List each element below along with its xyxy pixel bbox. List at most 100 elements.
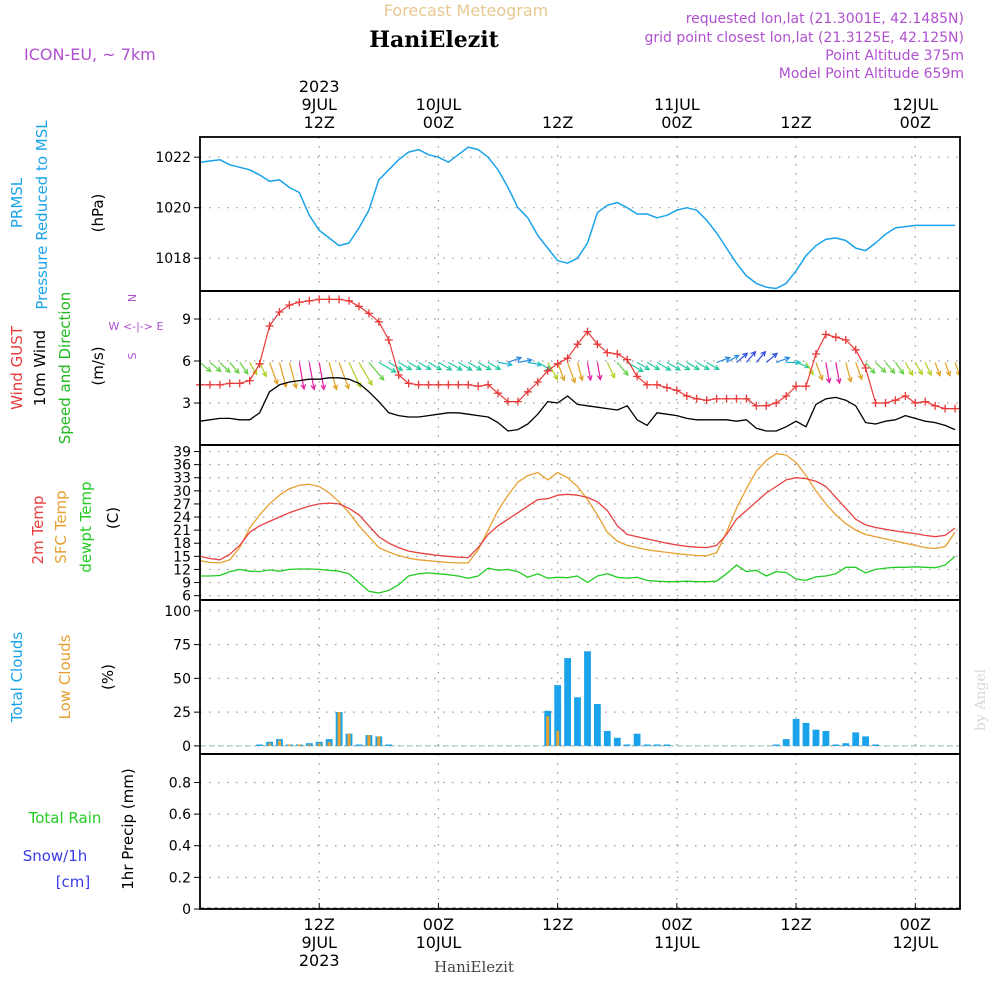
wind-direction-arrow: [497, 361, 512, 366]
time-label-bottom: 12JUL: [892, 933, 938, 952]
wind-direction-arrowhead: [332, 384, 338, 391]
model-point-altitude: Model Point Altitude 659m: [779, 66, 964, 82]
wind-direction-arrowhead: [596, 374, 603, 381]
wind-gust-marker: [861, 364, 870, 372]
wind-direction-arrowhead: [750, 350, 757, 357]
station-name: HaniElezit: [369, 27, 499, 53]
time-label-bottom: 00Z: [423, 915, 454, 934]
wind-direction-arrowhead: [425, 364, 432, 371]
wind-direction-arrowhead: [300, 384, 307, 391]
total-clouds-bar: [385, 744, 393, 746]
wind-direction-arrowhead: [446, 365, 453, 371]
wind-direction-arrowhead: [406, 365, 413, 371]
low-clouds-bar: [367, 735, 371, 746]
wind-direction-arrowhead: [889, 368, 896, 375]
wind-direction-arrow: [855, 362, 863, 380]
wind-gust-marker: [732, 394, 741, 403]
wind-direction-arrow: [666, 361, 681, 371]
wind-direction-arrowhead: [935, 370, 942, 377]
wind-direction-arrow: [448, 361, 463, 371]
wind-direction-arrowhead: [836, 378, 842, 385]
wind-direction-arrow: [249, 362, 258, 375]
wind-gust-marker: [553, 359, 562, 368]
wind-direction-arrow: [875, 361, 886, 373]
wind-direction-arrowhead: [552, 374, 559, 381]
wind-direction-arrow: [576, 362, 583, 381]
wind-label-10m: 10m Wind: [31, 330, 49, 406]
wind-direction-arrow: [388, 361, 403, 371]
total-clouds-bar: [852, 732, 860, 746]
wind-direction-arrow: [308, 362, 315, 390]
y-tick-label: 75: [173, 638, 191, 654]
wind-direction-arrowhead: [390, 367, 397, 373]
footer-station-name: HaniElezit: [434, 958, 514, 976]
wind-gust-marker: [772, 399, 781, 407]
wind-direction-arrowhead: [456, 365, 463, 371]
wind-direction-arrow: [378, 361, 396, 373]
wind-gust-marker: [672, 386, 681, 395]
wind-label-direction: Speed and Direction: [56, 292, 74, 445]
wind-gust-marker: [782, 392, 791, 400]
wind-gust-marker: [583, 327, 592, 336]
wind-direction-arrowhead: [917, 369, 923, 376]
wind-direction-arrow: [636, 361, 650, 370]
wind-direction-arrowhead: [733, 354, 740, 360]
wind-unit: (m/s): [89, 346, 107, 385]
wind-gust-marker: [384, 336, 393, 344]
y-tick-label: 36: [173, 458, 191, 474]
wind-direction-arrowhead: [261, 371, 267, 378]
wind-direction-arrowhead: [847, 376, 853, 383]
wind-direction-arrowhead: [684, 365, 691, 371]
time-label-bottom: 11JUL: [654, 933, 700, 952]
y-tick-label: 0.4: [169, 839, 191, 855]
wind-direction-arrow: [646, 361, 660, 370]
wind-gust-marker: [931, 401, 940, 410]
wind-gust-marker: [831, 333, 840, 342]
total-clouds-bar: [842, 743, 850, 746]
time-label-top: 00Z: [900, 113, 931, 132]
wind-direction-arrow: [458, 361, 472, 371]
time-label-top: 2023: [299, 77, 340, 96]
precip-label-rain: Total Rain: [28, 809, 102, 827]
wind-direction-arrow: [259, 362, 267, 377]
wind-direction-arrowhead: [945, 370, 952, 377]
wind-direction-arrow: [755, 351, 766, 363]
wind-direction-arrow: [776, 357, 790, 363]
wind-gust-marker: [315, 295, 324, 304]
precip-label-unit: [cm]: [56, 873, 91, 891]
wind-gust-marker: [603, 348, 612, 357]
wind-direction-arrow: [885, 362, 895, 374]
y-tick-label: 50: [173, 671, 191, 687]
total-clouds-bar: [633, 733, 641, 746]
wind-direction-arrowhead: [674, 365, 682, 371]
time-label-top: 12Z: [780, 113, 811, 132]
total-clouds-bar: [355, 744, 363, 746]
low-clouds-bar: [268, 743, 272, 746]
wind-gust-marker: [821, 330, 830, 339]
wind-gust-marker: [235, 379, 244, 388]
y-tick-label: 0.6: [169, 807, 191, 823]
total-clouds-bar: [822, 731, 830, 746]
wind-direction-arrowhead: [356, 382, 362, 389]
panel-frame: [199, 136, 961, 910]
wind-gust-marker: [513, 397, 522, 406]
low-clouds-bar: [278, 740, 281, 746]
y-tick-label: 6: [182, 589, 191, 605]
wind-direction-arrow: [557, 362, 565, 381]
wind-direction-arrow: [894, 362, 904, 375]
wind-direction-arrow: [229, 362, 240, 374]
wind-gust-marker: [702, 396, 711, 405]
wind-gust-marker: [613, 350, 622, 358]
wind-gust-marker: [424, 380, 433, 389]
wind-gust-marker: [633, 372, 642, 381]
wind-gust-marker: [434, 380, 443, 389]
wind-gust-marker: [265, 322, 274, 330]
wind-direction-arrow: [418, 361, 431, 370]
wind-direction-arrow: [835, 362, 841, 384]
wind-gust-marker: [682, 392, 691, 400]
wind-gust-marker: [911, 399, 920, 407]
wind-gust-marker: [533, 378, 542, 386]
clouds-label-low: Low Clouds: [56, 634, 74, 719]
wind-direction-arrowhead: [506, 361, 514, 367]
total-clouds-bar: [792, 718, 800, 746]
